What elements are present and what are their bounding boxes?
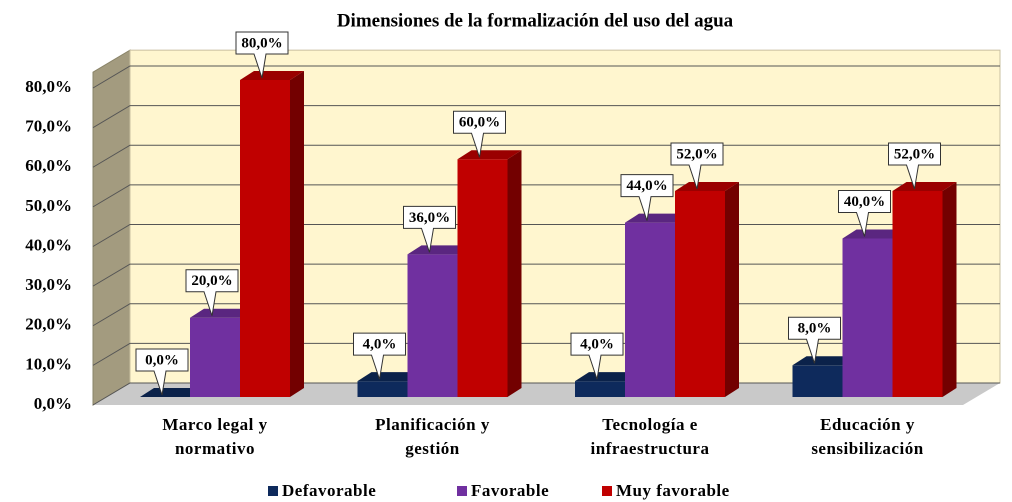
- bar: [575, 381, 625, 397]
- legend-swatch: [602, 486, 612, 496]
- data-label: 20,0%: [191, 273, 232, 289]
- bar-side: [942, 181, 957, 397]
- callout: [135, 348, 189, 396]
- floor: [93, 383, 1000, 405]
- data-label: 52,0%: [894, 146, 935, 162]
- legend-label: Muy favorable: [616, 481, 730, 500]
- bar-top: [240, 71, 304, 80]
- y-tick-label: 80,0%: [25, 77, 72, 96]
- bar-top: [892, 181, 957, 191]
- legend-label: Favorable: [471, 481, 549, 500]
- bar: [625, 222, 675, 397]
- data-label: 40,0%: [844, 194, 885, 210]
- data-label: 4,0%: [580, 337, 614, 353]
- x-tick-label: Planificación y gestión: [375, 415, 490, 458]
- callout: [670, 142, 724, 190]
- callout: [235, 31, 289, 79]
- bar-side: [507, 150, 522, 397]
- bar-side: [290, 71, 304, 397]
- data-label: 60,0%: [459, 115, 500, 131]
- bar: [675, 190, 725, 397]
- callout: [888, 142, 941, 190]
- legend-swatch: [268, 486, 278, 496]
- bar-side: [725, 181, 739, 397]
- callout: [788, 316, 841, 364]
- bar: [240, 80, 290, 397]
- callout: [403, 205, 456, 253]
- data-label: 36,0%: [409, 210, 450, 226]
- data-label: 0,0%: [145, 352, 179, 368]
- y-tick-label: 60,0%: [25, 156, 72, 175]
- y-tick-label: 40,0%: [25, 235, 72, 254]
- y-tick-label: 30,0%: [25, 275, 72, 294]
- legend-swatch: [457, 486, 467, 496]
- callout: [570, 332, 624, 380]
- callout: [838, 190, 891, 237]
- bar: [190, 317, 240, 397]
- bar: [892, 190, 943, 397]
- y-tick-label: 20,0%: [25, 315, 72, 334]
- bar: [407, 254, 458, 397]
- x-tick-label: Marco legal y normativo: [162, 415, 268, 458]
- bar-top: [792, 356, 857, 366]
- grid-line: [92, 105, 1000, 129]
- y-tick-label: 50,0%: [25, 196, 72, 215]
- chart-title: Dimensiones de la formalización del uso …: [337, 10, 734, 31]
- bar-top: [625, 213, 689, 223]
- callout: [620, 174, 674, 221]
- data-label: 8,0%: [798, 321, 832, 337]
- bar: [792, 365, 843, 397]
- y-tick-label: 70,0%: [25, 117, 72, 136]
- bar-top: [357, 372, 422, 382]
- legend-label: Defavorable: [282, 481, 376, 500]
- data-label: 4,0%: [363, 337, 397, 353]
- data-label: 44,0%: [626, 178, 667, 194]
- y-tick-label: 10,0%: [25, 354, 72, 373]
- y-tick-label: 0,0%: [34, 394, 72, 413]
- data-label: 80,0%: [241, 35, 282, 51]
- x-tick-label: Educación y sensibilización: [811, 415, 924, 458]
- x-tick-label: Tecnología e infraestructura: [590, 415, 710, 458]
- callout: [353, 332, 406, 380]
- data-label: 52,0%: [676, 146, 717, 162]
- bar-top: [140, 388, 204, 397]
- callout: [185, 269, 239, 316]
- callout: [453, 110, 506, 158]
- bar-top: [190, 308, 254, 318]
- bar: [357, 381, 408, 397]
- bar-top: [842, 229, 907, 239]
- bar-top: [675, 181, 739, 191]
- bar-top: [575, 372, 639, 382]
- bar-top: [407, 245, 472, 255]
- grid-line: [92, 65, 1000, 89]
- bar: [842, 238, 893, 397]
- bar-top: [457, 150, 522, 160]
- bar: [457, 159, 508, 397]
